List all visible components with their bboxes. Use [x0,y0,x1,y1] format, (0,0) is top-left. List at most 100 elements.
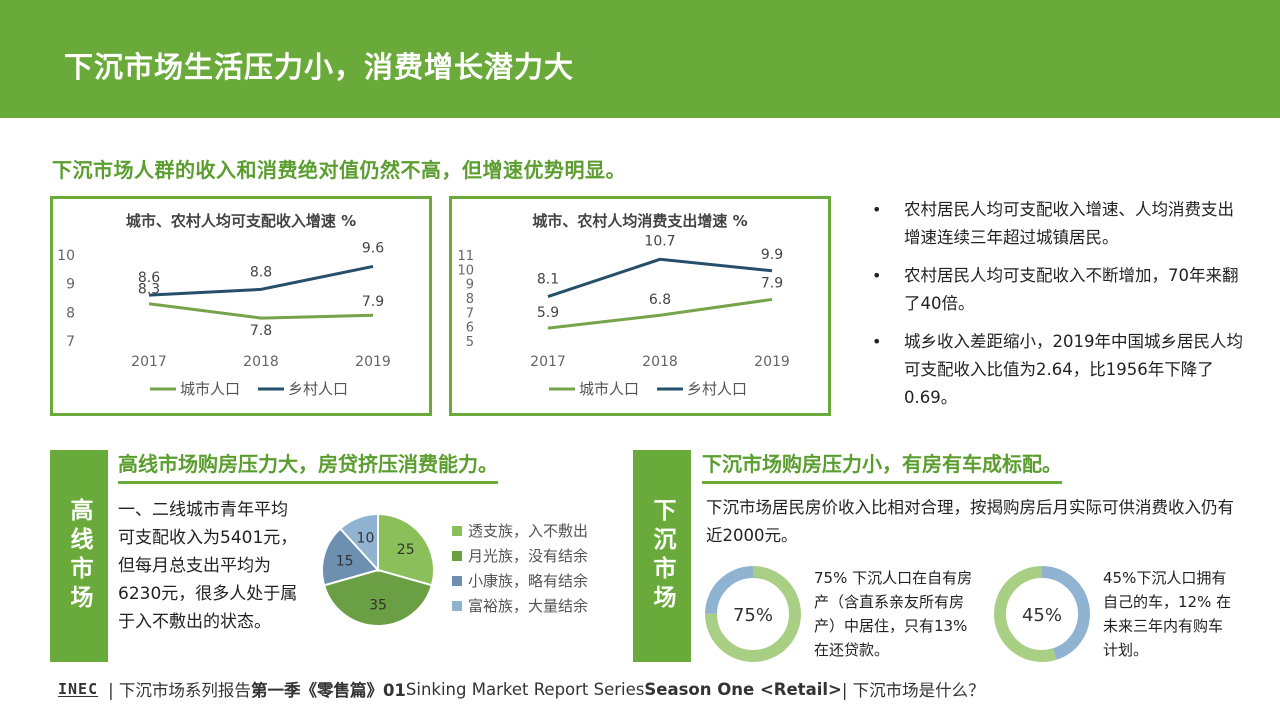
high-tier-heading: 高线市场购房压力大，房贷挤压消费能力。 [118,448,498,484]
legend-item: 月光族，没有结余 [452,543,588,568]
bullet-text: 城乡收入差距缩小，2019年中国城乡居民人均可支配收入比值为2.64，比1956… [904,332,1243,407]
y-tick-label: 10 [57,248,75,264]
bullet-dot-icon: • [872,332,882,351]
series-line [547,297,773,330]
pie-value-label: 15 [336,553,354,569]
legend-swatch [452,525,462,536]
y-tick-label: 7 [466,306,474,321]
high-tier-tag-label: 高线市场 [66,498,92,614]
donut-center-label: 45% [1022,605,1062,626]
pie-legend: 透支族，入不敷出 月光族，没有结余 小康族，略有结余 富裕族，大量结余 [452,518,588,618]
pie-slice [377,512,435,587]
data-label: 9.9 [761,247,783,263]
data-label: 8.1 [537,272,559,288]
data-label: 7.9 [362,294,384,310]
data-label: 5.9 [537,305,559,321]
bullet-dot-icon: • [872,200,882,219]
page-title: 下沉市场生活压力小，消费增长潜力大 [64,50,575,84]
legend-item: 富裕族，大量结余 [452,593,588,618]
legend-swatch [452,600,462,611]
inec-logo: INEC [58,679,99,698]
legend-label: 月光族，没有结余 [468,547,589,565]
y-tick-label: 8 [466,292,474,307]
car-ownership-donut: 45% [994,566,1090,662]
chart-title: 城市、农村人均消费支出增速 % [532,212,747,230]
car-ownership-text: 45%下沉人口拥有自己的车，12% 在未来三年内有购车计划。 [1103,569,1232,659]
pie-value-label: 35 [369,598,387,614]
bullet-item: • 农村居民人均可支配收入增速、人均消费支出增速连续三年超过城镇居民。 [868,196,1248,252]
data-label: 8.8 [250,264,272,280]
footer-english-season: Season One <Retail> [644,679,842,699]
footer-topic: | 下沉市场是什么？ [841,681,985,700]
legend-item: 小康族，略有结余 [452,568,588,593]
donut-center-label: 75% [733,605,773,626]
home-ownership-text: 75% 下沉人口在自有房产（含直系亲友所有房产）中居住，只有13% 在还贷款。 [814,569,973,659]
x-tick-label: 2019 [754,354,790,370]
series-line [148,264,374,297]
data-label: 6.8 [649,292,671,308]
legend-label: 小康族，略有结余 [468,572,589,590]
donut-segment [994,566,1090,662]
pie-value-label: 10 [357,531,375,547]
legend-label: 富裕族，大量结余 [468,597,589,615]
sinking-tier-tag-label: 下沉市场 [649,498,675,614]
footer-season-label: 第一季《零售篇》01 [250,681,406,700]
legend-swatch [452,550,462,561]
bullet-text: 农村居民人均可支配收入增速、人均消费支出增速连续三年超过城镇居民。 [904,200,1234,247]
x-tick-label: 2018 [642,354,678,370]
sinking-tier-tag: 下沉市场 [633,450,691,662]
pie-slice [321,527,380,587]
y-tick-label: 7 [66,334,75,350]
x-tick-label: 2017 [131,354,167,370]
home-ownership-donut: 75% [705,566,801,662]
legend-label: 城市人口 [579,380,639,398]
legend-label: 城市人口 [180,380,240,398]
footer: INEC | 下沉市场系列报告 第一季《零售篇》01 Sinking Marke… [58,676,985,702]
y-tick-label: 8 [66,305,75,321]
pie-slice [322,568,434,627]
y-tick-label: 9 [66,277,75,293]
footer-series-label: | 下沉市场系列报告 [108,681,251,700]
y-tick-label: 10 [457,263,474,278]
bullet-list: • 农村居民人均可支配收入增速、人均消费支出增速连续三年超过城镇居民。 • 农村居民… [868,196,1248,422]
header-bar: 下沉市场生活压力小，消费增长潜力大 [0,0,1280,118]
y-tick-label: 5 [466,335,474,350]
data-label: 7.8 [250,323,272,339]
series-line [148,302,374,320]
pie-slice [338,512,379,573]
chart-title: 城市、农村人均可支配收入增速 % [126,212,356,230]
data-label: 8.6 [138,270,160,286]
x-tick-label: 2017 [530,354,566,370]
legend-item: 透支族，入不敷出 [452,518,588,543]
high-tier-text: 一、二线城市青年平均可支配收入为5401元，但每月总支出平均为6230元，很多人… [118,500,298,632]
footer-english-series: Sinking Market Report Series [405,679,645,699]
legend-label: 乡村人口 [687,380,747,398]
consumption-growth-chart: 城市、农村人均消费支出增速 % 5 6 7 8 9 10 11 2017 2018 2019 5.9 6… [449,196,831,416]
data-label: 10.7 [644,233,675,249]
income-growth-chart: 城市、农村人均可支配收入增速 % 7 8 9 10 2017 2018 2019 8.3 7.8 7… [50,196,432,416]
x-tick-label: 2019 [355,354,391,370]
bullet-item: • 农村居民人均可支配收入不断增加，70年来翻了40倍。 [868,262,1248,318]
y-tick-label: 11 [457,249,474,264]
legend-label: 透支族，入不敷出 [468,522,589,540]
bullet-text: 农村居民人均可支配收入不断增加，70年来翻了40倍。 [904,266,1239,313]
bullet-dot-icon: • [872,266,882,285]
data-label: 9.6 [362,240,384,256]
x-tick-label: 2018 [243,354,279,370]
legend-label: 乡村人口 [288,380,348,398]
section-subheading: 下沉市场人群的收入和消费绝对值仍然不高，但增速优势明显。 [52,158,626,182]
series-line [547,257,773,298]
data-label: 7.9 [761,275,783,291]
sinking-tier-heading: 下沉市场购房压力小，有房有车成标配。 [702,448,1062,484]
donut-segment [705,566,801,662]
y-tick-label: 6 [466,321,474,336]
high-tier-tag: 高线市场 [50,450,108,662]
pie-value-label: 25 [397,542,415,558]
legend-swatch [452,575,462,586]
y-tick-label: 9 [466,278,474,293]
bullet-item: • 城乡收入差距缩小，2019年中国城乡居民人均可支配收入比值为2.64，比195… [868,328,1248,412]
sinking-tier-text: 下沉市场居民房价收入比相对合理，按揭购房后月实际可供消费收入仍有近2000元。 [706,498,1234,545]
